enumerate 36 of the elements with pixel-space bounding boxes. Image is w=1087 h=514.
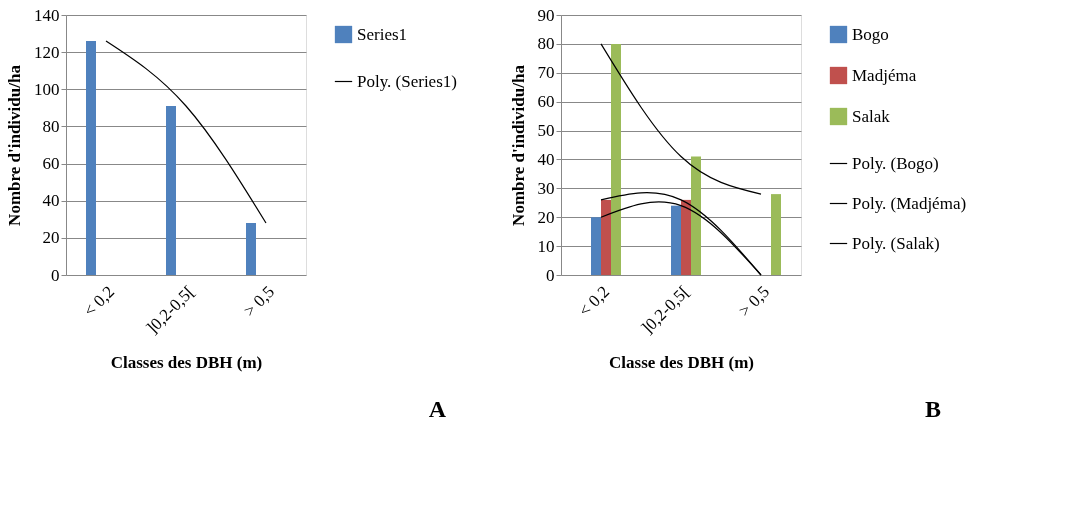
legend-label: Poly. (Bogo): [852, 153, 939, 173]
y-tick-label: 100: [34, 79, 60, 99]
y-tick-label: 10: [537, 236, 555, 256]
x-tick-label: < 0,2: [574, 282, 614, 321]
y-tick-label: 90: [537, 5, 555, 25]
x-axis-title: Classes des DBH (m): [110, 352, 263, 372]
y-tick-label: 80: [42, 116, 60, 136]
y-tick-label: 0: [546, 265, 555, 285]
legend-label: Bogo: [852, 24, 889, 44]
legend-label: Poly. (Series1): [357, 71, 457, 91]
y-tick-label: 40: [42, 191, 60, 211]
y-tick-label: 0: [51, 265, 60, 285]
y-tick-label: 50: [537, 121, 555, 141]
y-tick-label: 40: [537, 149, 555, 169]
y-tick-label: 60: [42, 154, 60, 174]
y-tick-label: 70: [537, 63, 555, 83]
legend-label: Poly. (Salak): [852, 233, 940, 253]
y-tick-label: 80: [537, 34, 555, 54]
text: A: [428, 396, 447, 422]
y-axis-title: Nombre d'individu/ha: [5, 64, 24, 226]
legend-label: Series1: [357, 24, 408, 44]
y-axis-title: Nombre d'individu/ha: [508, 64, 528, 226]
y-tick-label: 30: [537, 178, 555, 198]
y-tick-label: 120: [34, 42, 60, 62]
legend-label: Madjéma: [852, 65, 917, 85]
y-tick-label: 140: [34, 5, 60, 25]
x-tick-label: < 0,2: [79, 282, 119, 321]
legend-label: Poly. (Madjéma): [852, 193, 967, 213]
text: B: [924, 396, 941, 422]
x-tick-label: > 0,5: [734, 282, 774, 321]
y-tick-label: 20: [537, 207, 555, 227]
y-tick-label: 20: [42, 228, 60, 248]
x-tick-label: > 0,5: [239, 282, 279, 321]
legend-label: Salak: [852, 106, 891, 126]
x-axis-title: Classe des DBH (m): [609, 352, 754, 372]
y-tick-label: 60: [537, 92, 555, 112]
